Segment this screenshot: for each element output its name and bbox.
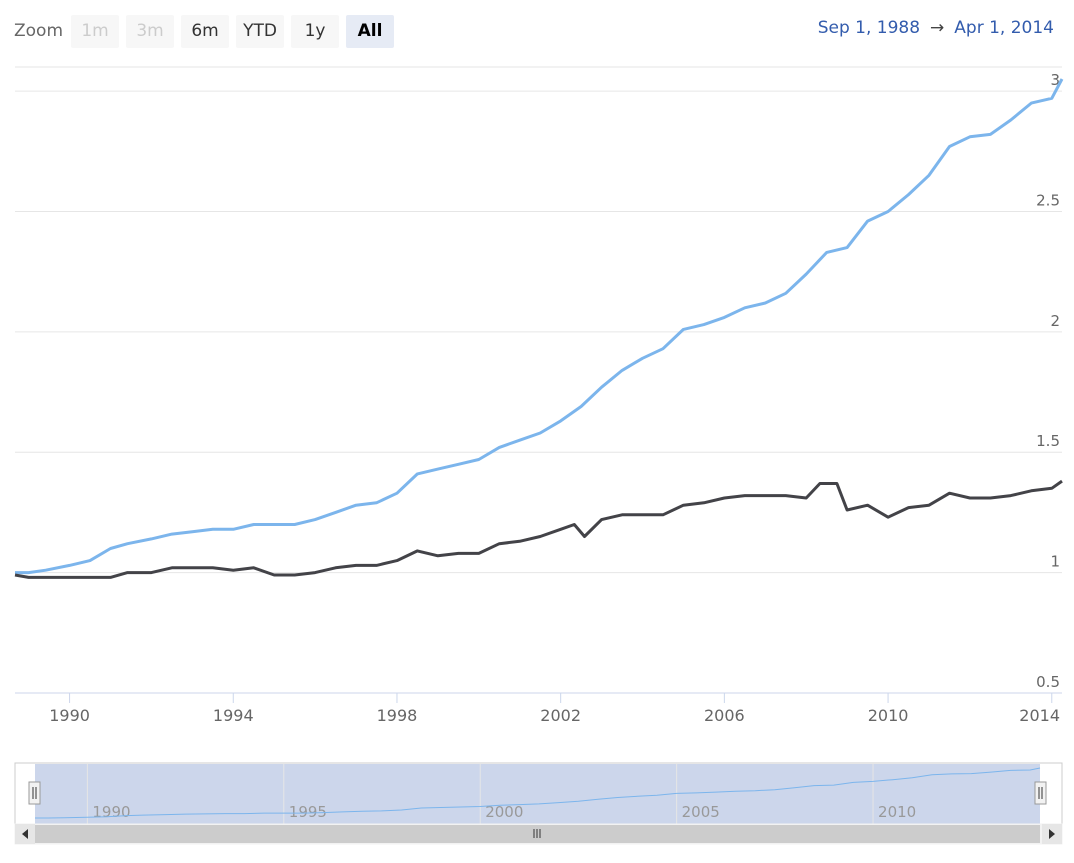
grip-icon: [32, 787, 37, 799]
y-axis: 0.5 1 1.5 2 2.5 3: [1036, 71, 1060, 691]
series-line-1: [15, 78, 1064, 575]
arrow-right-icon: [1049, 829, 1055, 839]
range-from[interactable]: Sep 1, 1988: [817, 18, 921, 38]
scroll-right-button[interactable]: [1042, 824, 1062, 844]
zoom-3m-button[interactable]: 3m: [126, 14, 175, 48]
y-tick-label: 0.5: [1036, 673, 1060, 691]
zoom-1m-button[interactable]: 1m: [71, 14, 120, 48]
range-to[interactable]: Apr 1, 2014: [954, 18, 1054, 38]
zoom-6m-button[interactable]: 6m: [181, 14, 230, 48]
navigator-tick-label: 1995: [289, 803, 327, 821]
y-tick-label: 2: [1050, 312, 1060, 330]
y-tick-label: 3: [1050, 71, 1060, 89]
navigator-handle-right[interactable]: [1034, 781, 1047, 805]
series-line-2: [14, 479, 1063, 579]
range-arrow: →: [930, 18, 945, 38]
x-axis: 1990 1994 1998 2002 2006 2010 2014: [49, 693, 1060, 725]
navigator-handle-left[interactable]: [28, 781, 41, 805]
scrollbar[interactable]: [14, 823, 1063, 845]
zoom-ytd-button[interactable]: YTD: [236, 14, 285, 48]
y-tick-label: 1.5: [1036, 432, 1060, 450]
zoom-label: Zoom: [14, 21, 64, 41]
navigator-tick-label: 2010: [878, 803, 916, 821]
arrow-left-icon: [22, 829, 28, 839]
navigator-tick-label: 2005: [682, 803, 720, 821]
zoom-toolbar: Zoom 1m 3m 6m YTD 1y All: [14, 14, 401, 48]
x-tick-label: 1998: [377, 706, 418, 725]
y-tick-label: 1: [1050, 553, 1060, 571]
date-range: Sep 1, 1988 → Apr 1, 2014: [818, 18, 1054, 38]
x-tick-label: 2002: [540, 706, 581, 725]
x-tick-label: 2014: [1019, 706, 1060, 725]
x-tick-label: 1994: [213, 706, 254, 725]
y-tick-label: 2.5: [1036, 191, 1060, 209]
navigator-tick-label: 1990: [92, 803, 130, 821]
navigator-tick-label: 2000: [485, 803, 523, 821]
x-tick-label: 1990: [49, 706, 90, 725]
zoom-1y-button[interactable]: 1y: [291, 14, 340, 48]
zoom-all-button[interactable]: All: [346, 14, 395, 48]
x-tick-label: 2010: [868, 706, 909, 725]
scroll-left-button[interactable]: [15, 824, 35, 844]
grip-icon: [533, 829, 541, 838]
navigator[interactable]: 1990 1995 2000 2005 2010: [14, 762, 1063, 825]
series-lines: [14, 78, 1064, 579]
x-tick-label: 2006: [704, 706, 745, 725]
grid-lines: [15, 90, 1062, 694]
grip-icon: [1038, 787, 1043, 799]
navigator-series: [35, 767, 1041, 819]
